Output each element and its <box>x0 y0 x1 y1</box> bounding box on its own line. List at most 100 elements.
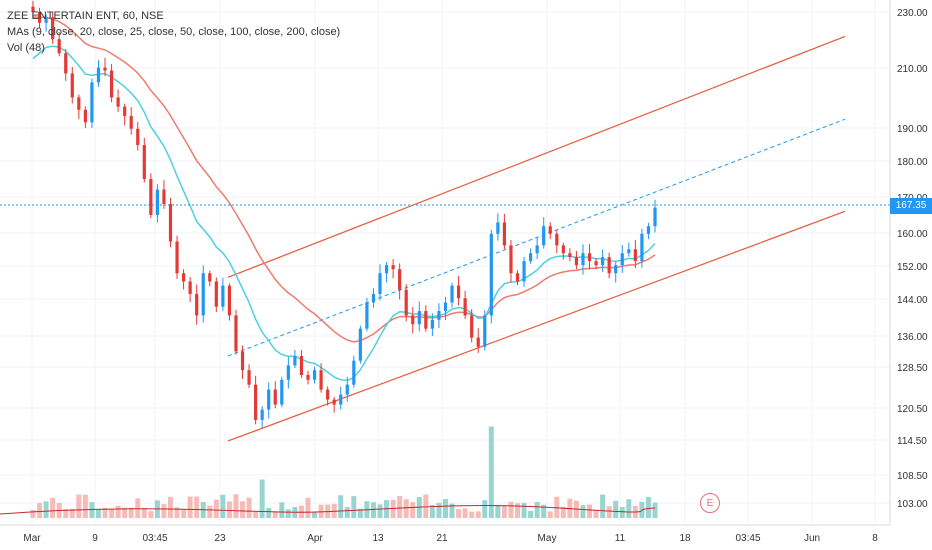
candle-body <box>234 315 238 352</box>
symbol-title[interactable]: ZEE ENTERTAIN ENT, 60, NSE <box>7 10 164 22</box>
volume-bar <box>285 509 291 518</box>
candle-body <box>247 370 251 385</box>
candle-body <box>44 17 48 23</box>
time-tick-label: 9 <box>92 533 98 544</box>
candle-body <box>587 253 592 262</box>
price-tick-label: 230.00 <box>897 8 928 19</box>
volume-bar <box>89 502 95 518</box>
candle-body <box>470 315 474 338</box>
candle-body <box>181 273 186 282</box>
volume-bar <box>109 509 115 518</box>
earnings-marker-icon[interactable]: E <box>700 493 720 513</box>
volume-bar <box>547 511 553 518</box>
volume-bar <box>593 509 599 518</box>
price-tick-label: 108.50 <box>897 471 928 482</box>
volume-bar <box>37 502 43 518</box>
volume-bar <box>194 496 200 518</box>
volume-bar <box>338 495 344 518</box>
volume-bar <box>213 499 219 518</box>
candle-body <box>109 70 114 98</box>
candle-body <box>456 285 461 299</box>
candle-body <box>417 311 421 325</box>
volume-bar <box>370 502 376 518</box>
price-tick-label: 136.00 <box>897 332 928 343</box>
volume-bar <box>587 504 593 518</box>
candle-body <box>188 281 192 294</box>
time-tick-label: 03:45 <box>735 533 760 544</box>
candle-body <box>640 233 644 262</box>
volume-bar <box>488 426 494 518</box>
volume-bar <box>82 494 88 518</box>
ma-indicator-label[interactable]: MAs (9, close, 20, close, 25, close, 50,… <box>7 26 341 38</box>
volume-bar <box>508 501 514 518</box>
volume-bar <box>266 507 272 518</box>
price-tick-label: 160.00 <box>897 229 928 240</box>
volume-indicator-label[interactable]: Vol (48) <box>7 42 45 54</box>
candle-body <box>77 97 81 110</box>
time-tick-label: 21 <box>436 533 448 544</box>
price-tick-label: 120.50 <box>897 404 928 415</box>
volume-bar <box>161 504 167 518</box>
candle-body <box>103 67 107 71</box>
trend-channel[interactable] <box>227 35 846 442</box>
channel-lower-line <box>227 210 846 442</box>
volume-bar <box>606 506 612 518</box>
candle-body <box>31 6 35 12</box>
volume-bar <box>167 496 173 518</box>
candle-body <box>214 281 218 307</box>
volume-bar <box>253 511 259 518</box>
volume-bar <box>69 508 75 518</box>
ma-red-line <box>32 16 656 343</box>
candle-body <box>529 253 533 262</box>
candle-body <box>293 356 297 366</box>
volume-bar <box>436 502 442 518</box>
candle-body <box>142 145 146 180</box>
candle-body <box>515 273 520 282</box>
time-tick-label: Apr <box>307 533 323 544</box>
volume-bar <box>95 508 101 518</box>
candle-body <box>502 222 507 246</box>
volume-bar <box>43 501 49 518</box>
volume-bar <box>403 499 409 518</box>
candle-body <box>450 285 454 303</box>
volume-bar <box>501 505 507 518</box>
candle-body <box>561 245 565 254</box>
volume-bar <box>259 479 265 518</box>
volume-bar <box>626 499 632 518</box>
candle-body <box>463 298 467 316</box>
volume-bar <box>449 503 455 518</box>
candle-body <box>594 261 598 266</box>
price-tick-label: 103.00 <box>897 499 928 510</box>
volume-bar <box>515 503 521 518</box>
candle-body <box>90 82 94 123</box>
volume-bar <box>528 510 534 518</box>
candle-body <box>371 293 376 303</box>
candle-body <box>509 245 513 274</box>
candle-body <box>299 356 304 375</box>
time-tick-label: Jun <box>804 533 820 544</box>
candle-body <box>208 273 212 282</box>
candle-body <box>555 233 559 246</box>
candle-body <box>430 319 434 329</box>
candle-body <box>162 189 166 204</box>
volume-bar <box>50 497 56 518</box>
candle-body <box>273 389 277 405</box>
candle-body <box>548 226 552 234</box>
volume-bar <box>357 508 363 518</box>
candle-body <box>221 285 225 307</box>
volume-bar <box>128 507 134 518</box>
volume-bar <box>410 502 416 518</box>
candle-body <box>332 399 336 405</box>
candle-body <box>391 265 395 270</box>
candle-body <box>319 370 323 390</box>
volume-bar <box>580 505 586 518</box>
candle-body <box>601 257 605 266</box>
time-tick-label: 18 <box>679 533 691 544</box>
candle-body <box>581 253 585 266</box>
volume-bar <box>377 504 383 518</box>
volume-bar <box>560 506 566 518</box>
candle-body <box>607 257 611 274</box>
time-axis[interactable]: Mar 9 03:45 23 Apr 13 21 May 11 18 03:45 Jun 8 <box>23 533 878 544</box>
candle-body <box>64 53 68 74</box>
